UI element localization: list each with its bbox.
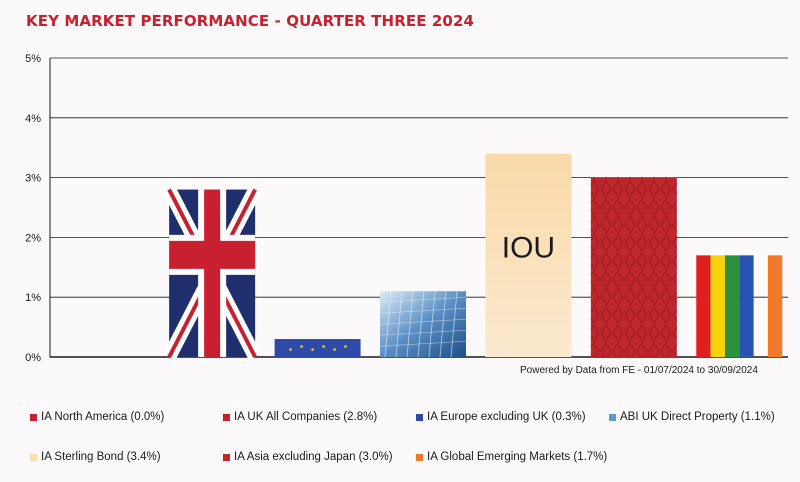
legend-swatch: [416, 453, 423, 461]
legend-item: IA UK All Companies (2.8%): [223, 411, 377, 423]
legend-label: IA North America (0.0%): [41, 411, 165, 423]
chart-title: KEY MARKET PERFORMANCE - QUARTER THREE 2…: [26, 12, 475, 30]
bar: [162, 186, 262, 361]
legend-swatch: [30, 413, 37, 421]
y-tick-label: 0%: [25, 352, 41, 364]
legend-item: IA Global Emerging Markets (1.7%): [416, 451, 607, 463]
legend-swatch: [223, 413, 230, 421]
legend-item: IA Europe excluding UK (0.3%): [416, 411, 586, 423]
legend-label: IA Sterling Bond (3.4%): [41, 451, 161, 463]
bar: [274, 339, 361, 357]
legend-item: IA Asia excluding Japan (3.0%): [223, 451, 393, 463]
legend-label: IA Europe excluding UK (0.3%): [427, 411, 586, 423]
legend-swatch: [223, 453, 230, 461]
y-tick-label: 5%: [25, 53, 41, 65]
bar: [696, 255, 783, 357]
legend-label: IA UK All Companies (2.8%): [234, 411, 378, 423]
y-tick-label: 4%: [25, 113, 41, 125]
legend-item: IA North America (0.0%): [30, 411, 164, 423]
legend-swatch: [609, 413, 616, 421]
legend-item: IA Sterling Bond (3.4%): [30, 451, 161, 463]
legend-item: ABI UK Direct Property (1.1%): [609, 411, 775, 423]
legend-label: IA Global Emerging Markets (1.7%): [427, 451, 608, 463]
legend-label: ABI UK Direct Property (1.1%): [620, 411, 775, 423]
y-tick-label: 1%: [25, 292, 41, 304]
y-tick-label: 2%: [25, 232, 41, 244]
legend-swatch: [30, 453, 37, 461]
source-note: Powered by Data from FE - 01/07/2024 to …: [520, 365, 758, 376]
bar: IOU: [485, 153, 572, 357]
bar: [590, 177, 677, 357]
legend-swatch: [416, 413, 423, 421]
bar-chart: 0% 1% 2% 3% 4% 5% IOU: [25, 53, 788, 364]
legend-label: IA Asia excluding Japan (3.0%): [234, 451, 393, 463]
bar: [379, 291, 467, 358]
y-tick-label: 3%: [25, 173, 41, 185]
bar-text-iou: IOU: [502, 231, 555, 264]
